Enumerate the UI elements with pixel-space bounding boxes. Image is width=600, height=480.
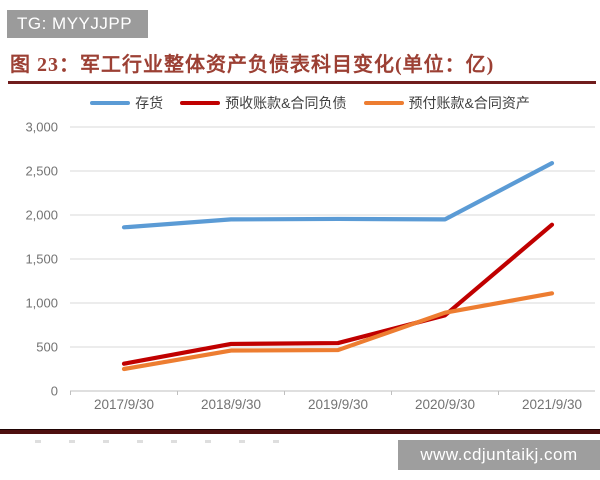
cropped-text-remnant: [35, 440, 305, 443]
legend-swatch-advance-receipts: [180, 100, 221, 106]
svg-text:2017/9/30: 2017/9/30: [94, 397, 154, 412]
figure-title: 图 23：军工行业整体资产负债表科目变化(单位：亿): [10, 54, 495, 76]
channel-tag-label: TG: MYYJJPP: [17, 14, 133, 33]
channel-tag: TG: MYYJJPP: [7, 10, 148, 38]
title-underline: [8, 81, 596, 84]
site-watermark-label: www.cdjuntaikj.com: [420, 445, 578, 464]
site-watermark: www.cdjuntaikj.com: [398, 440, 600, 470]
legend-swatch-inventory: [90, 100, 131, 106]
svg-text:2021/9/30: 2021/9/30: [522, 397, 582, 412]
legend-item-advance-receipts: 预收账款&合同负债: [180, 93, 347, 113]
svg-text:0: 0: [51, 384, 58, 399]
svg-text:2,000: 2,000: [25, 208, 58, 223]
separator-bar: [0, 429, 600, 434]
svg-text:1,500: 1,500: [25, 252, 58, 267]
svg-text:500: 500: [36, 340, 58, 355]
svg-text:2020/9/30: 2020/9/30: [415, 397, 475, 412]
legend-item-prepayments: 预付账款&合同资产: [363, 93, 530, 113]
svg-text:2019/9/30: 2019/9/30: [308, 397, 368, 412]
legend-label-advance-receipts: 预收账款&合同负债: [225, 95, 347, 111]
svg-text:1,000: 1,000: [25, 296, 58, 311]
chart-legend: 存货 预收账款&合同负债 预付账款&合同资产: [0, 93, 600, 113]
legend-swatch-prepayments: [363, 100, 404, 106]
svg-text:3,000: 3,000: [25, 120, 58, 135]
legend-label-prepayments: 预付账款&合同资产: [408, 95, 530, 111]
svg-text:2,500: 2,500: [25, 164, 58, 179]
svg-text:2018/9/30: 2018/9/30: [201, 397, 261, 412]
legend-item-inventory: 存货: [90, 93, 163, 113]
legend-label-inventory: 存货: [135, 95, 164, 111]
